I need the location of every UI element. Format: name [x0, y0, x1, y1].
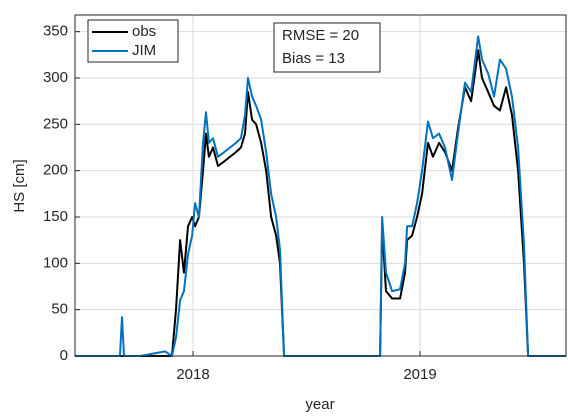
y-tick-label: 300: [43, 69, 68, 86]
legend-label: obs: [132, 23, 156, 40]
x-tick-label: 2018: [176, 366, 209, 383]
y-axis-label: HS [cm]: [11, 159, 28, 212]
legend: [87, 19, 179, 63]
x-tick-label: 2019: [403, 366, 436, 383]
y-tick-label: 250: [43, 115, 68, 132]
annotation: Bias = 13: [282, 50, 345, 67]
y-tick-label: 0: [60, 347, 68, 364]
series-line: [75, 35, 566, 357]
y-tick-label: 150: [43, 208, 68, 225]
x-axis-label: year: [305, 396, 334, 413]
annotation: RMSE = 20: [282, 27, 359, 44]
legend-label: JIM: [132, 42, 156, 59]
y-tick-label: 350: [43, 23, 68, 40]
axes-box: [74, 14, 567, 357]
y-tick-label: 50: [51, 301, 68, 318]
y-tick-label: 200: [43, 162, 68, 179]
y-tick-label: 100: [43, 254, 68, 271]
annotation-box: [273, 22, 381, 73]
series-line: [75, 49, 566, 357]
